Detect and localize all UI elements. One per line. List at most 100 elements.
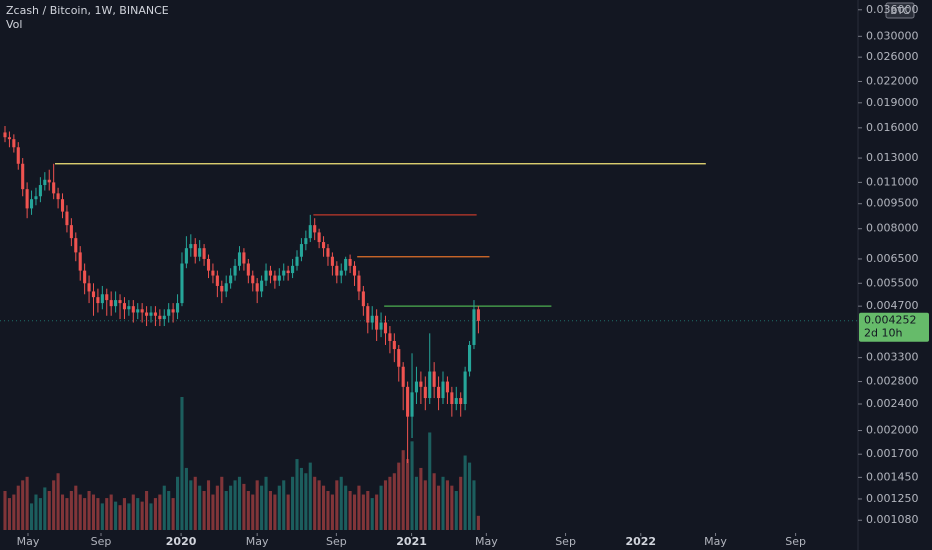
candle-body (251, 275, 255, 284)
volume-bar (423, 480, 427, 530)
candle-body (60, 199, 65, 212)
candle-body (56, 193, 60, 200)
candle-body (180, 263, 184, 304)
volume-bar (184, 467, 188, 530)
volume-bar (74, 485, 78, 530)
countdown-label: 2d 10h (864, 327, 902, 340)
candle-body (317, 232, 321, 243)
volume-bar (198, 485, 202, 530)
volume-bar (202, 490, 206, 530)
candle-body (454, 398, 458, 405)
x-tick-label: 2021 (396, 535, 427, 548)
candle-body (299, 244, 303, 257)
volume-bar (348, 490, 352, 530)
volume-bar (162, 485, 166, 530)
candle-body (167, 309, 171, 316)
candle-body (206, 258, 211, 271)
chart-title: Zcash / Bitcoin, 1W, BINANCE (6, 4, 169, 17)
candle-body (295, 256, 299, 266)
y-tick-label: 0.011000 (866, 175, 919, 188)
volume-bar (273, 494, 277, 530)
candle-body (286, 270, 290, 274)
candle-body (379, 322, 383, 330)
candle-body (145, 312, 149, 316)
volume-bar (69, 490, 73, 530)
candle-body (357, 275, 361, 292)
candle-body (29, 199, 34, 209)
candle-body (370, 315, 374, 323)
volume-bar (401, 450, 405, 530)
volume-bar (136, 498, 140, 530)
volume-bar (428, 432, 432, 530)
candle-body (65, 211, 69, 226)
x-tick-label: Sep (555, 535, 576, 548)
candle-body (468, 344, 472, 372)
volume-bar (12, 494, 16, 530)
x-tick-label: May (704, 535, 727, 548)
x-tick-label: Sep (785, 535, 806, 548)
x-tick-label: 2020 (166, 535, 197, 548)
candle-body (158, 315, 162, 320)
y-tick-label: 0.022000 (866, 74, 919, 87)
candle-body (255, 283, 259, 292)
volume-bar (229, 485, 233, 530)
volume-bar (167, 490, 171, 530)
candle-body (304, 238, 308, 245)
candle-body (361, 291, 365, 307)
volume-bar (211, 494, 215, 530)
candle-body (246, 263, 250, 276)
candle-body (78, 252, 82, 271)
volume-bar (215, 485, 219, 530)
y-tick-label: 0.008000 (866, 222, 919, 235)
candle-body (383, 322, 388, 334)
candle-body (264, 270, 268, 281)
y-tick-label: 0.016000 (866, 121, 919, 134)
y-tick-label: 0.001450 (866, 470, 919, 483)
candle-body (414, 381, 419, 393)
volume-bar (397, 462, 401, 530)
volume-bar (459, 476, 463, 530)
y-tick-label: 0.002800 (866, 375, 919, 388)
y-tick-label: 0.002000 (866, 424, 919, 437)
volume-bar (56, 473, 60, 530)
y-tick-label: 0.019000 (866, 96, 919, 109)
candle-body (397, 349, 401, 367)
volume-bar (224, 490, 228, 530)
volume-bar (105, 498, 109, 530)
last-price-label: 0.004252 (864, 314, 917, 327)
candle-body (34, 196, 38, 200)
volume-bar (286, 494, 290, 530)
volume-bar (251, 494, 255, 530)
volume-bar (370, 498, 374, 530)
candle-body (260, 280, 264, 292)
volume-bar (264, 476, 268, 530)
y-tick-label: 0.001250 (866, 492, 919, 505)
currency-badge[interactable] (885, 2, 915, 19)
candle-body (215, 275, 219, 286)
currency-label[interactable]: BTC (890, 6, 909, 17)
y-tick-label: 0.009500 (866, 197, 919, 210)
volume-bar (432, 473, 436, 530)
volume-bar (60, 494, 65, 530)
candle-body (339, 270, 343, 276)
volume-bar (445, 480, 449, 530)
candle-body (171, 309, 175, 313)
candle-body (406, 386, 410, 417)
volume-bar (321, 485, 326, 530)
candle-body (419, 381, 423, 387)
candle-body (198, 248, 202, 257)
candle-body (352, 265, 357, 276)
candle-body (441, 381, 445, 399)
volume-bar (140, 501, 144, 530)
y-tick-label: 0.002400 (866, 397, 919, 410)
candle-body (459, 398, 463, 405)
volume-bar (383, 480, 388, 530)
y-tick-label: 0.036000 (866, 3, 919, 16)
candle-body (450, 392, 454, 405)
candle-body (202, 248, 206, 259)
x-tick-label: 2022 (625, 535, 656, 548)
volume-bar (233, 480, 237, 530)
volume-bar (242, 483, 246, 530)
